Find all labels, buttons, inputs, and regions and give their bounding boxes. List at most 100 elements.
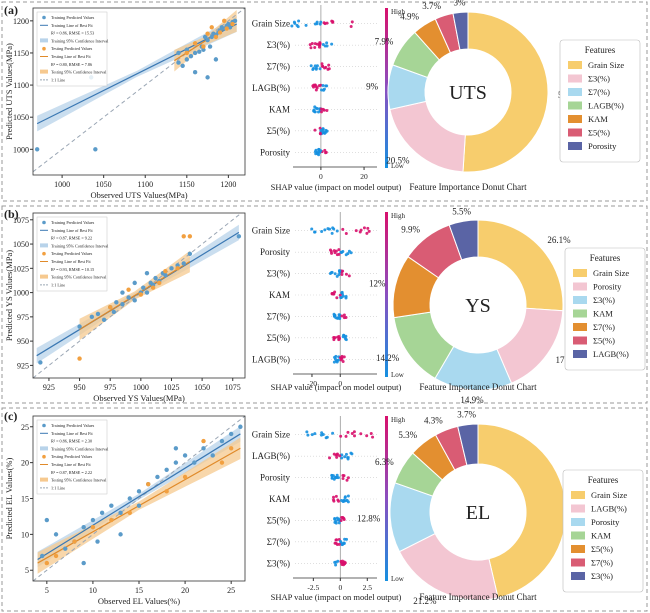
shap-point	[318, 43, 322, 47]
legend-entry: 1:1 Line	[51, 282, 65, 287]
shap-point	[335, 229, 339, 233]
shap-point	[334, 560, 338, 564]
shap-point	[321, 107, 325, 111]
legend-entry: Training Predicted Values	[51, 423, 95, 428]
shap-point	[332, 495, 336, 499]
shap-point	[337, 338, 341, 342]
donut-legend-label: Σ3(%)	[591, 571, 613, 581]
shap-point	[341, 249, 345, 253]
legend-entry: R² = 0.87, RMSE = 9.22	[51, 236, 92, 242]
shap-point	[310, 433, 314, 437]
test-point	[213, 34, 219, 40]
test-point	[187, 234, 193, 239]
y-tick-label: 15	[21, 495, 29, 504]
shap-feature-label: Porosity	[260, 147, 291, 157]
donut-slice-label: 3%	[454, 0, 467, 7]
shap-point	[341, 542, 345, 546]
shap-point	[321, 64, 325, 68]
shap-point	[346, 456, 350, 460]
donut-slice-label: 9.9%	[401, 225, 420, 235]
shap-x-tick-label: 2.5	[363, 583, 373, 592]
colorbar-high-label: High	[391, 8, 406, 16]
shap-point	[323, 148, 327, 152]
legend-entry: Training Predicted Values	[51, 220, 95, 225]
shap-point	[330, 473, 334, 477]
donut-legend-swatch	[568, 74, 582, 83]
shap-point	[339, 296, 343, 300]
shap-x-tick-label: 0	[338, 583, 342, 592]
donut-slice-label: 21.2%	[413, 596, 437, 606]
donut-legend-label: Porosity	[591, 517, 620, 527]
shap-point	[334, 563, 338, 567]
shap-point	[320, 62, 324, 66]
shap-point	[317, 84, 321, 88]
donut-legend-swatch	[571, 518, 585, 526]
donut-legend-swatch	[573, 296, 587, 304]
shap-x-tick-label: 20	[360, 172, 368, 181]
x-axis-label: Observed UTS Values(MPa)	[90, 190, 187, 200]
test-point	[205, 31, 210, 36]
train-point	[127, 496, 132, 501]
shap-x-axis-label: SHAP value (impact on model output)	[271, 592, 402, 602]
train-point	[201, 446, 206, 451]
test-point	[201, 44, 206, 49]
shap-point	[336, 518, 340, 522]
train-point	[207, 44, 213, 49]
shap-point	[350, 452, 354, 456]
x-tick-label: 10	[89, 586, 97, 595]
donut-slice-label: 20.5%	[386, 155, 410, 165]
colorbar-low-label: Low	[391, 371, 405, 379]
y-tick-label: 1050	[13, 113, 29, 122]
shap-point	[330, 42, 334, 46]
train-point	[180, 63, 185, 69]
x-axis-label: Observed YS Values(MPa)	[93, 393, 185, 403]
shap-point	[346, 430, 350, 434]
train-point	[136, 489, 142, 494]
donut-legend-label: Porosity	[588, 141, 617, 151]
shap-point	[369, 432, 373, 436]
shap-feature-label: Σ3(%)	[267, 269, 290, 279]
train-point	[89, 314, 95, 320]
train-point	[34, 147, 40, 152]
shap-point	[312, 66, 316, 70]
shap-point	[320, 431, 324, 435]
shap-point	[325, 108, 329, 112]
x-tick-label: 5	[45, 586, 49, 595]
colorbar	[385, 416, 388, 581]
train-point	[205, 37, 210, 43]
plot-frame	[32, 7, 246, 176]
train-point	[155, 474, 160, 480]
shap-point	[362, 226, 366, 230]
donut-legend-swatch	[573, 323, 587, 331]
test-point	[184, 50, 190, 56]
shap-point	[304, 23, 308, 27]
donut-title: Feature Importance Donut Chart	[419, 592, 537, 602]
legend-entry: Testing Line of Best Fit	[51, 462, 92, 467]
train-point	[227, 25, 233, 30]
y-tick-label: 1025	[13, 264, 29, 273]
shap-point	[333, 517, 337, 521]
panel-label: (b)	[4, 207, 19, 221]
shap-point	[330, 476, 334, 480]
panel-b: (b) 925 950 975 1000 1025 1050 1075 925 950 975 100…	[1, 205, 648, 405]
legend-entry: R² = 0.80, RMSE = 7.86	[51, 62, 92, 68]
shap-point	[321, 127, 325, 131]
panel-a: (a) 1000 1050 1100 1150 1200 1000 1050 1100 1150 1…	[1, 0, 648, 202]
y-tick-label: 950	[17, 337, 29, 346]
shap-x-tick-label: 0	[319, 172, 323, 181]
shap-point	[337, 252, 341, 256]
shap-point	[331, 226, 335, 230]
train-point	[38, 360, 43, 365]
donut-legend-swatch	[571, 504, 585, 513]
colorbar	[385, 8, 388, 168]
shap-point	[345, 478, 349, 482]
test-point	[219, 460, 225, 465]
train-point	[163, 272, 168, 278]
x-tick-label: 1200	[220, 180, 236, 189]
plot-area	[33, 416, 245, 581]
shap-point	[367, 229, 371, 233]
donut-legend-label: LAGB(%)	[591, 504, 627, 514]
shap-point	[341, 477, 345, 481]
test-point	[181, 234, 186, 239]
train-point	[120, 290, 125, 295]
